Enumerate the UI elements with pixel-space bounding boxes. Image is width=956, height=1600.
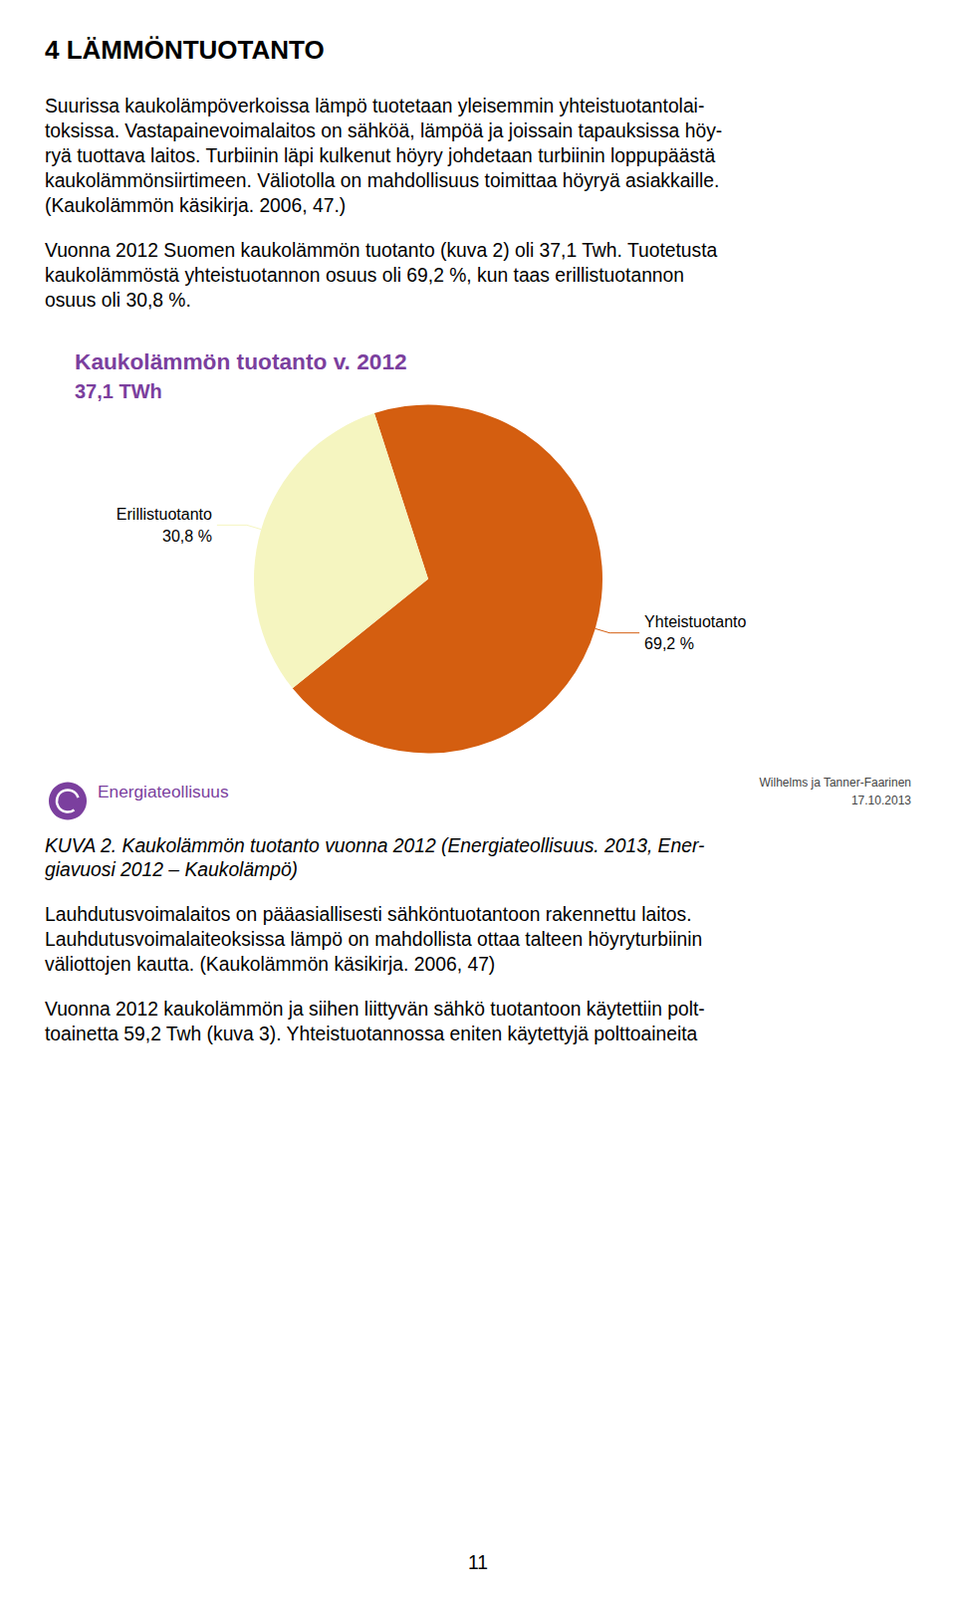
svg-text:kaukolämmönsiirtimeen. Välioto: kaukolämmönsiirtimeen. Väliotolla on mah… (44, 170, 719, 192)
svg-text:(Kaukolämmön käsikirja. 2006,: (Kaukolämmön käsikirja. 2006, 47.) (44, 195, 346, 217)
svg-text:Erillistuotanto: Erillistuotanto (116, 505, 213, 523)
svg-text:giavuosi 2012 – Kaukolämpö): giavuosi 2012 – Kaukolämpö) (44, 859, 298, 881)
svg-text:Vuonna 2012 kaukolämmön ja sii: Vuonna 2012 kaukolämmön ja siihen liitty… (44, 998, 706, 1020)
svg-text:toainetta 59,2 Twh (kuva 3). Y: toainetta 59,2 Twh (kuva 3). Yhteistuota… (44, 1023, 699, 1045)
svg-text:Yhteistuotanto: Yhteistuotanto (644, 613, 746, 631)
svg-text:37,1 TWh: 37,1 TWh (74, 380, 163, 403)
svg-text:Lauhdutusvoimalaiteoksissa läm: Lauhdutusvoimalaiteoksissa lämpö on mahd… (44, 929, 703, 951)
svg-text:osuus oli 30,8 %.: osuus oli 30,8 %. (44, 289, 192, 311)
svg-text:Suurissa kaukolämpöverkoissa l: Suurissa kaukolämpöverkoissa lämpö tuote… (44, 95, 705, 117)
svg-text:Vuonna 2012 Suomen kaukolämmön: Vuonna 2012 Suomen kaukolämmön tuotanto … (44, 239, 718, 261)
svg-text:ryä tuottava laitos. Turbiinin: ryä tuottava laitos. Turbiinin läpi kulk… (44, 145, 716, 167)
svg-text:4 LÄMMÖNTUOTANTO: 4 LÄMMÖNTUOTANTO (44, 34, 325, 65)
svg-text:30,8 %: 30,8 % (162, 527, 213, 545)
svg-text:69,2 %: 69,2 % (644, 635, 695, 653)
svg-text:11: 11 (468, 1552, 488, 1574)
svg-text:Lauhdutusvoimalaitos on pääasi: Lauhdutusvoimalaitos on pääasiallisesti … (44, 904, 693, 926)
svg-text:kaukolämmöstä yhteistuotannon: kaukolämmöstä yhteistuotannon osuus oli … (44, 264, 685, 286)
svg-text:toksissa. Vastapainevoimalaito: toksissa. Vastapainevoimalaitos on sähkö… (44, 120, 722, 142)
svg-text:KUVA 2. Kaukolämmön tuotanto v: KUVA 2. Kaukolämmön tuotanto vuonna 2012… (44, 835, 705, 857)
svg-text:Kaukolämmön tuotanto v. 2012: Kaukolämmön tuotanto v. 2012 (74, 348, 408, 375)
svg-text:17.10.2013: 17.10.2013 (851, 793, 912, 808)
svg-text:Wilhelms ja Tanner-Faarinen: Wilhelms ja Tanner-Faarinen (758, 775, 912, 790)
svg-text:väliottojen kautta. (Kaukolämm: väliottojen kautta. (Kaukolämmön käsikir… (44, 954, 495, 975)
svg-text:Energiateollisuus: Energiateollisuus (97, 781, 230, 802)
